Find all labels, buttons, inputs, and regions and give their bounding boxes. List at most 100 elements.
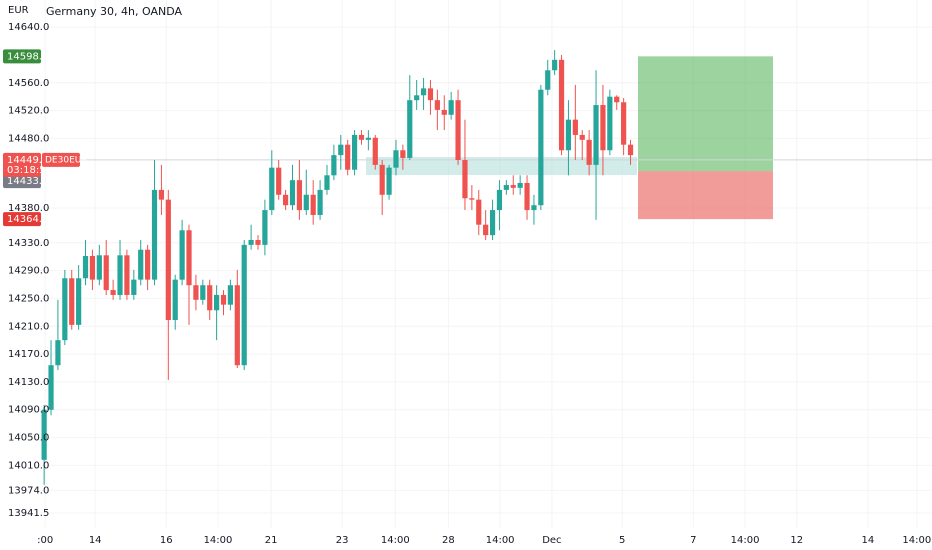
candle-body <box>179 230 185 280</box>
candle-body <box>593 105 599 165</box>
candle-body <box>310 194 316 215</box>
candle-body <box>434 100 440 110</box>
candle-body <box>317 189 323 215</box>
candle-body <box>220 294 227 305</box>
x-tick-label: 14:00 <box>731 535 760 546</box>
x-tick-label: 14 <box>89 535 102 546</box>
y-tick-label: 13941.5 <box>8 508 49 519</box>
y-tick-label: 14090.0 <box>8 405 49 416</box>
y-tick-label: 14130.0 <box>8 377 49 388</box>
candle-body <box>262 210 268 245</box>
x-tick-label: 14:00 <box>381 535 410 546</box>
x-tick-label: 21 <box>265 535 278 546</box>
candle-body <box>62 278 68 341</box>
candle-body <box>427 88 434 101</box>
candle-body <box>151 189 158 280</box>
candle-body <box>538 89 544 206</box>
candle-body <box>200 285 206 300</box>
candle-body <box>379 164 385 195</box>
candle-body <box>41 409 47 460</box>
profit-zone <box>638 56 773 172</box>
y-tick-label: 14250.0 <box>8 293 49 304</box>
candle-body <box>207 285 213 311</box>
y-tick-label: 14480.0 <box>8 133 49 144</box>
candle-body <box>55 340 61 366</box>
candle-body <box>241 244 247 366</box>
candle-body <box>338 144 344 156</box>
candle-body <box>186 230 192 286</box>
x-tick-label: 14 <box>861 535 874 546</box>
candle-body <box>558 59 565 151</box>
candle-body <box>572 119 578 135</box>
candle-body <box>441 109 447 115</box>
y-tick-label: 14010.0 <box>8 460 49 471</box>
candle-body <box>103 255 109 291</box>
y-tick-label: 14380.0 <box>8 203 49 214</box>
candle-body <box>124 255 130 295</box>
candle-body <box>227 285 234 305</box>
candle-body <box>607 96 613 151</box>
candle-body <box>496 189 503 211</box>
x-tick-label: 16 <box>160 535 173 546</box>
candle-body <box>82 256 89 279</box>
candle-body <box>489 210 496 236</box>
candle-body <box>276 167 282 195</box>
candle-body <box>193 285 199 300</box>
candles <box>41 50 634 485</box>
candle-body <box>96 255 102 280</box>
candle-body <box>586 139 592 165</box>
symbol-badge <box>42 152 80 167</box>
x-tick-label: Dec <box>542 535 561 546</box>
x-tick-label: 14:00 <box>902 535 931 546</box>
candle-body <box>76 278 82 325</box>
y-unit: EUR <box>8 5 29 16</box>
stop-badge <box>3 212 41 227</box>
candle-body <box>282 194 289 206</box>
x-tick-label: 14:00 <box>486 535 515 546</box>
y-tick-label: 14290.0 <box>8 266 49 277</box>
candle-body <box>407 100 413 158</box>
x-tick-label: 28 <box>442 535 455 546</box>
candle-body <box>117 255 123 295</box>
candle-body <box>448 100 454 115</box>
y-tick-label: 14050.0 <box>8 433 49 444</box>
candle-body <box>400 150 406 158</box>
candle-body <box>372 137 378 165</box>
countdown-label: 03:18:57 <box>7 165 52 176</box>
candle-body <box>545 70 551 90</box>
labels: 14640.0 14560.0 14520.0 14480.0 14380.0 14330… <box>3 22 931 546</box>
candle-body <box>324 175 330 190</box>
candle-body <box>255 240 261 245</box>
candle-body <box>531 205 537 211</box>
y-tick-label: 14640.0 <box>8 22 49 33</box>
candle-body <box>214 294 220 311</box>
candle-body <box>420 88 427 96</box>
loss-zone <box>638 171 773 220</box>
entry-badge-label: 14433.0 <box>7 176 48 187</box>
x-tick-label: 23 <box>336 535 349 546</box>
x-tick-label: 7 <box>690 535 696 546</box>
candle-body <box>510 185 516 188</box>
candle-body <box>414 95 420 101</box>
candle-body <box>614 96 620 103</box>
zone <box>366 157 637 175</box>
candle-body <box>621 102 627 145</box>
candle-body <box>131 279 137 295</box>
y-tick-label: 14210.0 <box>8 321 49 332</box>
y-tick-label: 14560.0 <box>8 78 49 89</box>
candle-body <box>627 144 634 156</box>
candle-body <box>89 256 96 280</box>
candle-body <box>69 278 75 325</box>
candle-body <box>565 119 572 151</box>
candle-body <box>48 365 54 410</box>
candle-body <box>289 180 296 206</box>
candle-body <box>351 134 358 170</box>
candle-body <box>393 150 399 168</box>
y-tick-label: 14330.0 <box>8 238 49 249</box>
candle-body <box>600 105 606 151</box>
candle-body <box>138 249 144 280</box>
x-tick-label: 14:00 <box>204 535 233 546</box>
entry-badge <box>3 174 41 189</box>
candle-body <box>248 240 254 245</box>
